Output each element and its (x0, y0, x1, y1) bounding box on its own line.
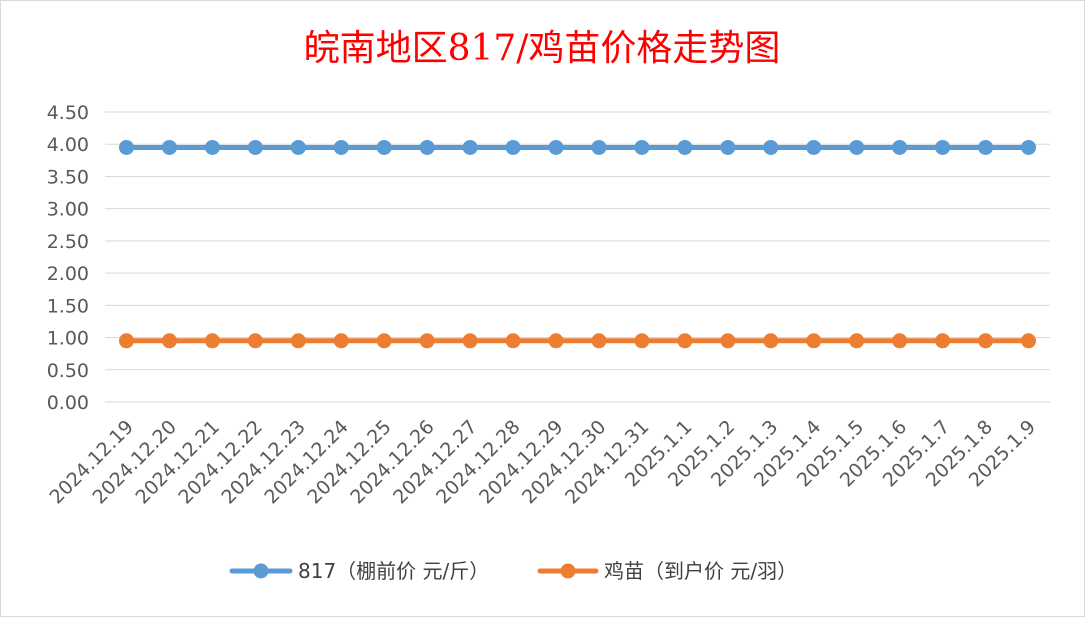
data-point (677, 139, 693, 155)
y-axis-ticks: 0.00 0.50 1.00 1.50 2.00 2.50 3.00 3.50 4.00 4.50 (47, 102, 89, 414)
data-point (419, 333, 435, 349)
legend-item: 鸡苗（到户价 元/羽） (537, 559, 797, 583)
data-point (376, 333, 392, 349)
data-point (720, 333, 736, 349)
data-point (505, 139, 521, 155)
series-2 (118, 333, 1037, 349)
data-point (161, 333, 177, 349)
y-tick-label: 4.50 (47, 102, 89, 124)
legend-label: 鸡苗（到户价 元/羽） (604, 559, 797, 583)
data-point (548, 139, 564, 155)
data-point (677, 333, 693, 349)
series-1 (118, 139, 1037, 155)
data-point (419, 139, 435, 155)
data-point (333, 139, 349, 155)
data-point (720, 139, 736, 155)
data-point (204, 333, 220, 349)
y-tick-label: 1.00 (47, 328, 89, 350)
data-point (548, 333, 564, 349)
data-point (763, 333, 779, 349)
y-tick-label: 1.50 (47, 295, 89, 317)
data-point (591, 139, 607, 155)
data-point (1021, 139, 1037, 155)
legend-marker (253, 563, 269, 579)
data-point (247, 139, 263, 155)
data-point (333, 333, 349, 349)
data-point (806, 139, 822, 155)
data-point (892, 333, 908, 349)
y-tick-label: 3.00 (47, 199, 89, 221)
legend-marker (560, 563, 576, 579)
data-point (247, 333, 263, 349)
data-point (935, 333, 951, 349)
data-point (118, 139, 134, 155)
data-point (376, 139, 392, 155)
y-tick-label: 2.50 (47, 231, 89, 253)
y-tick-label: 4.00 (47, 134, 89, 156)
chart-title: 皖南地区817/鸡苗价格走势图 (304, 28, 781, 69)
data-point (204, 139, 220, 155)
data-point (634, 139, 650, 155)
data-point (118, 333, 134, 349)
data-point (1021, 333, 1037, 349)
legend-item: 817（棚前价 元/斤） (229, 559, 489, 583)
data-point (892, 139, 908, 155)
legend: 817（棚前价 元/斤） 鸡苗（到户价 元/羽） (229, 559, 797, 583)
data-point (290, 333, 306, 349)
y-tick-label: 0.00 (47, 392, 89, 414)
data-point (290, 139, 306, 155)
data-point (849, 333, 865, 349)
data-point (462, 139, 478, 155)
data-point (978, 139, 994, 155)
data-point (505, 333, 521, 349)
data-point (763, 139, 779, 155)
data-point (462, 333, 478, 349)
data-point (849, 139, 865, 155)
y-tick-label: 2.00 (47, 263, 89, 285)
gridlines (105, 111, 1050, 403)
data-point (935, 139, 951, 155)
data-point (634, 333, 650, 349)
data-point (806, 333, 822, 349)
data-point (978, 333, 994, 349)
data-point (161, 139, 177, 155)
legend-label: 817（棚前价 元/斤） (298, 559, 489, 583)
y-tick-label: 3.50 (47, 166, 89, 188)
data-point (591, 333, 607, 349)
y-tick-label: 0.50 (47, 360, 89, 382)
series-lines (118, 139, 1037, 349)
